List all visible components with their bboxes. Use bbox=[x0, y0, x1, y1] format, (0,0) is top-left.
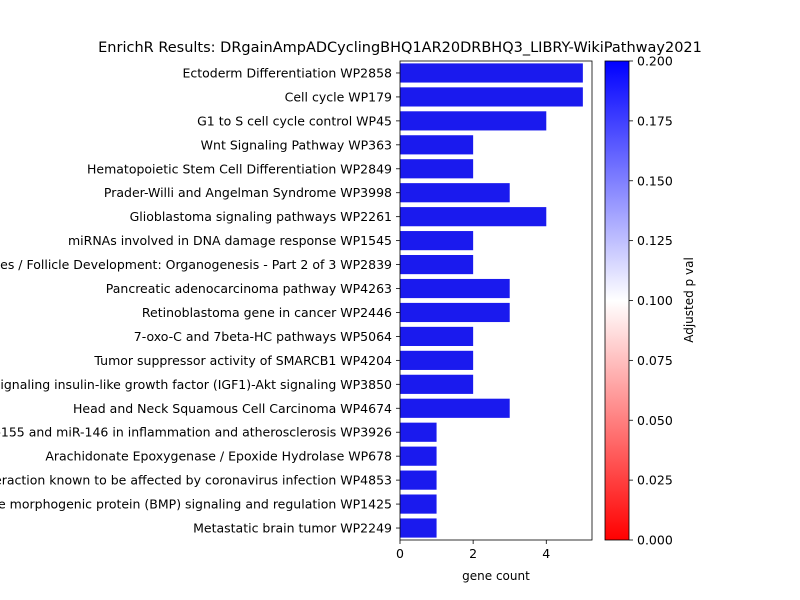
bar bbox=[400, 494, 437, 514]
colorbar-tick-label: 0.050 bbox=[637, 413, 673, 428]
y-tick-label: Prader-Willi and Angelman Syndrome WP399… bbox=[104, 185, 392, 200]
x-tick-label: 0 bbox=[396, 546, 404, 561]
bar bbox=[400, 135, 474, 155]
bar bbox=[400, 207, 547, 227]
bar bbox=[400, 159, 474, 179]
y-tick-label: Hematopoietic Stem Cell Differentiation … bbox=[87, 161, 392, 176]
bar bbox=[400, 422, 437, 442]
bar bbox=[400, 302, 510, 323]
colorbar-tick-label: 0.025 bbox=[637, 473, 673, 488]
y-tick-label: Arachidonate Epoxygenase / Epoxide Hydro… bbox=[45, 449, 392, 464]
x-tick-label: 2 bbox=[469, 546, 477, 561]
y-tick-label: Role of miR-155 and miR-146 in inflammat… bbox=[0, 425, 392, 440]
y-tick-label: Glioblastoma signaling pathways WP2261 bbox=[130, 209, 392, 224]
plot-area: Ectoderm Differentiation WP2858 Cell cycl… bbox=[0, 60, 593, 561]
bar bbox=[400, 374, 474, 394]
bar bbox=[400, 183, 510, 203]
bar bbox=[400, 398, 510, 418]
colorbar-label: Adjusted p val bbox=[682, 257, 696, 343]
chart-title: EnrichR Results: DRgainAmpADCyclingBHQ1A… bbox=[98, 40, 702, 56]
bar bbox=[400, 63, 583, 83]
colorbar-tick-label: 0.150 bbox=[637, 173, 673, 188]
x-axis-label: gene count bbox=[462, 569, 530, 583]
bar bbox=[400, 326, 474, 347]
y-tick-label: Pancreatic adenocarcinoma pathway WP4263 bbox=[106, 281, 392, 296]
colorbar-gradient bbox=[604, 60, 630, 541]
y-tick-label: Ectoderm Differentiation WP2858 bbox=[182, 65, 392, 80]
bar bbox=[400, 254, 474, 275]
bar bbox=[400, 446, 437, 466]
y-tick-label: Tumor suppressor activity of SMARCB1 WP4… bbox=[93, 353, 392, 368]
y-tick-label: 7-oxo-C and 7beta-HC pathways WP5064 bbox=[134, 329, 392, 344]
colorbar-tick-label: 0.200 bbox=[637, 54, 673, 69]
colorbar-tick-label: 0.100 bbox=[637, 293, 673, 308]
colorbar: Adjusted p val 0.000 0.025 0.050 0.075 0.100… bbox=[604, 54, 696, 548]
bar bbox=[400, 278, 510, 299]
y-tick-label: Head and Neck Squamous Cell Carcinoma WP… bbox=[73, 401, 392, 416]
x-tick-label: 4 bbox=[542, 546, 550, 561]
bar bbox=[400, 470, 437, 490]
colorbar-tick-label: 0.000 bbox=[637, 533, 673, 548]
y-tick-label: Metastatic brain tumor WP2249 bbox=[193, 521, 392, 536]
y-tick-label: Photodynamic therapy-induced signaling i… bbox=[0, 377, 392, 392]
colorbar-tick-label: 0.125 bbox=[637, 233, 673, 248]
colorbar-tick-label: 0.075 bbox=[637, 353, 673, 368]
y-tick-label: Ovarian Infertility Genes / Follicle Dev… bbox=[0, 257, 392, 272]
bar bbox=[400, 111, 547, 131]
y-tick-label: G1 to S cell cycle control WP45 bbox=[197, 113, 392, 128]
axes-frame bbox=[399, 60, 593, 541]
y-tick-label: Wnt Signaling Pathway WP363 bbox=[201, 137, 392, 152]
y-tick-label: Bone morphogenic protein (BMP) signaling… bbox=[0, 497, 392, 512]
bar bbox=[400, 350, 474, 370]
y-tick-label: miRNAs involved in DNA damage response W… bbox=[68, 233, 392, 248]
bar bbox=[400, 87, 583, 107]
y-tick-label: Cell cycle WP179 bbox=[285, 89, 392, 104]
y-tick-label: Host-pathogen interaction known to be af… bbox=[0, 473, 392, 488]
bar bbox=[400, 231, 474, 251]
bar bbox=[400, 518, 437, 538]
y-tick-label: Retinoblastoma gene in cancer WP2446 bbox=[142, 305, 392, 320]
colorbar-tick-label: 0.175 bbox=[637, 113, 673, 128]
